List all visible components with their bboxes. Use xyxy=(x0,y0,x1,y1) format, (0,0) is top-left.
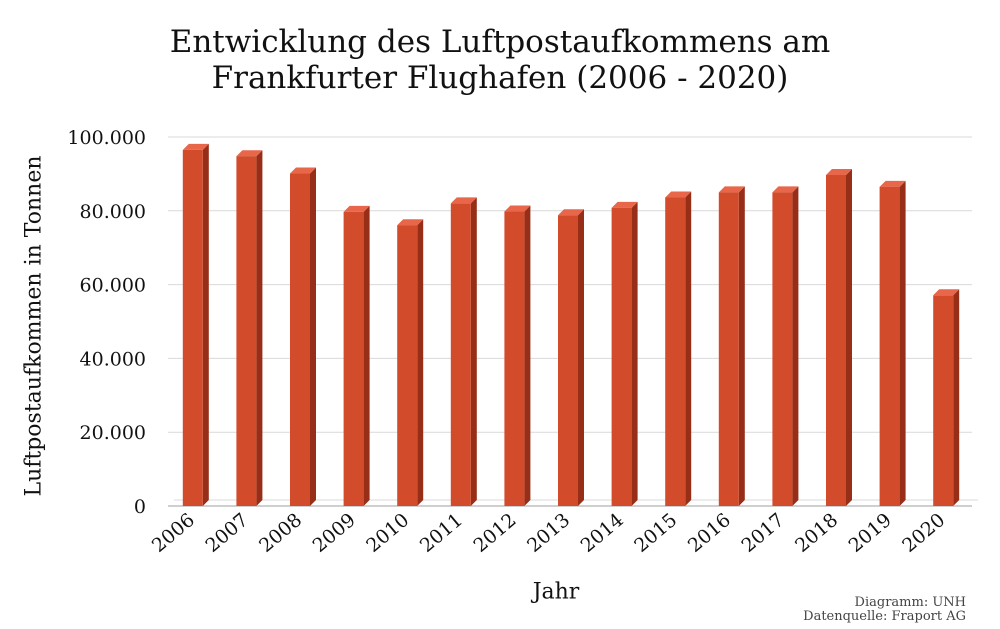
bar-top xyxy=(879,180,906,187)
x-tick-label: 2019 xyxy=(845,509,896,557)
x-tick-label: 2017 xyxy=(737,509,788,557)
bar-top xyxy=(290,167,316,174)
bar-top xyxy=(182,143,209,150)
bar-side xyxy=(578,209,584,506)
bar-side xyxy=(846,169,852,506)
y-tick-label: 100.000 xyxy=(67,127,146,149)
bar-top xyxy=(236,150,263,157)
bar xyxy=(933,295,954,506)
bar xyxy=(826,175,846,506)
bar xyxy=(290,173,310,506)
x-tick-label: 2015 xyxy=(630,509,681,557)
bar-top xyxy=(826,169,852,176)
bar xyxy=(772,192,793,506)
bar-side xyxy=(256,150,263,507)
bar-top xyxy=(665,191,692,198)
bar-top xyxy=(450,197,477,204)
bar xyxy=(611,207,632,506)
y-tick-label: 0 xyxy=(134,496,146,518)
x-tick-label: 2006 xyxy=(148,509,199,557)
bar-side xyxy=(470,197,477,507)
bar xyxy=(665,197,686,507)
x-tick-label: 2011 xyxy=(416,509,467,557)
bar-top xyxy=(718,186,745,193)
bar-top xyxy=(397,219,424,226)
bar xyxy=(879,186,900,506)
y-tick-label: 40.000 xyxy=(80,348,146,370)
bar-side xyxy=(685,191,692,507)
bar xyxy=(504,211,525,506)
x-tick-label: 2014 xyxy=(577,509,628,557)
bar-side xyxy=(310,167,316,506)
bar xyxy=(182,149,203,507)
bar-top xyxy=(933,289,960,296)
credit-diagram: Diagramm: UNH xyxy=(854,595,966,610)
x-tick-label: 2007 xyxy=(201,509,252,557)
y-tick-label: 80.000 xyxy=(80,201,146,223)
x-tick-label: 2020 xyxy=(898,509,949,557)
bar-top xyxy=(343,205,370,212)
bar-top xyxy=(772,186,799,193)
x-tick-label: 2018 xyxy=(791,509,842,557)
x-axis-label: Jahr xyxy=(532,579,580,605)
bar-side xyxy=(202,143,209,507)
y-tick-label: 20.000 xyxy=(80,422,146,444)
bar-side xyxy=(524,205,531,506)
x-tick-label: 2010 xyxy=(362,509,413,557)
bar-side xyxy=(738,186,745,506)
y-axis-label: Luftpostaufkommen in Tonnen xyxy=(21,155,47,497)
y-tick-label: 60.000 xyxy=(80,275,146,297)
bar xyxy=(558,215,578,506)
bar xyxy=(343,211,364,507)
bar-top xyxy=(611,201,638,208)
bar-side xyxy=(631,201,638,506)
bar-side xyxy=(363,205,370,507)
bar-side xyxy=(953,289,960,506)
bar-side xyxy=(417,219,424,507)
bar xyxy=(718,192,739,506)
x-tick-label: 2012 xyxy=(469,509,520,557)
credit-data-source: Datenquelle: Fraport AG xyxy=(803,609,966,624)
bar-top xyxy=(504,205,531,212)
bar-side xyxy=(899,180,906,506)
chart-title-line-1: Entwicklung des Luftpostaufkommens am xyxy=(169,24,831,60)
bar xyxy=(450,203,471,507)
bar xyxy=(236,156,257,507)
bar-top xyxy=(558,209,584,216)
bar xyxy=(397,225,418,507)
x-tick-label: 2016 xyxy=(684,509,735,557)
bar-side xyxy=(792,186,799,506)
chart-title-line-2: Frankfurter Flughafen (2006 - 2020) xyxy=(211,60,789,96)
x-tick-label: 2013 xyxy=(523,509,574,557)
x-tick-label: 2009 xyxy=(309,509,360,557)
x-tick-label: 2008 xyxy=(255,509,306,557)
